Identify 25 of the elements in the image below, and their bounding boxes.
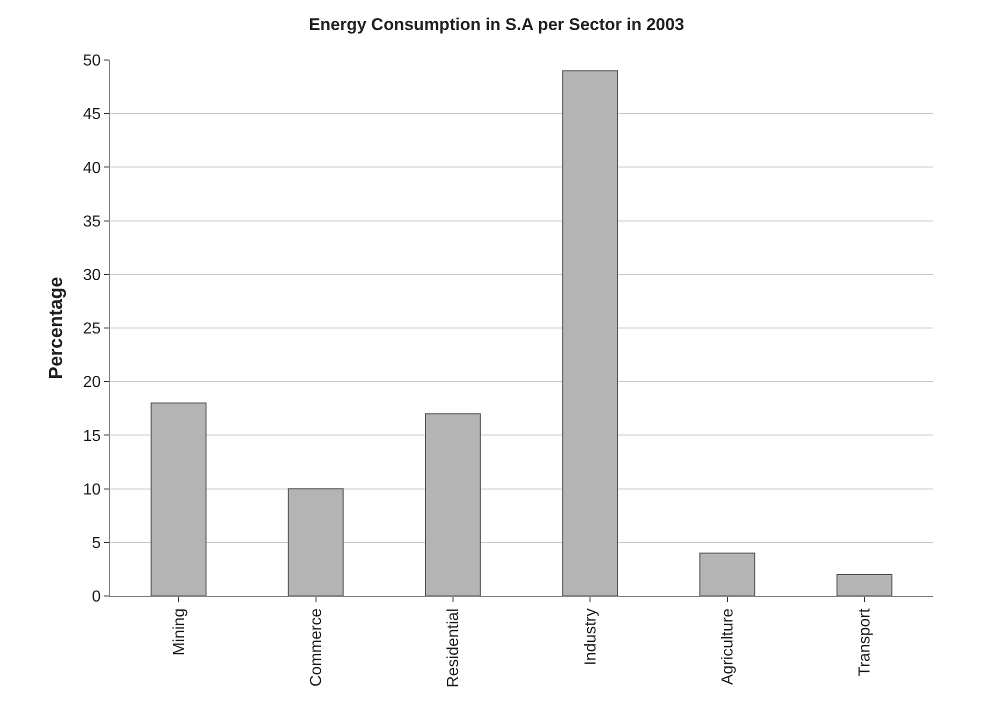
x-tick-label: Commerce — [308, 608, 325, 687]
bar — [699, 552, 756, 596]
y-tick-label: 45 — [83, 106, 101, 124]
y-tick-label: 10 — [83, 481, 101, 498]
y-tick-label: 0 — [92, 588, 101, 606]
y-axis-title: Percentage — [46, 276, 67, 380]
bar — [836, 574, 892, 596]
chart-title: Energy Consumption in S.A per Sector in 2003 — [308, 14, 684, 34]
x-tick-label: Industry — [582, 608, 600, 666]
y-tick-label: 30 — [83, 267, 101, 284]
x-tick-label: Agriculture — [719, 608, 736, 685]
bar — [150, 402, 207, 596]
y-tick-label: 5 — [92, 535, 101, 552]
y-tick-label: 25 — [83, 320, 101, 338]
x-tick-label: Transport — [856, 608, 874, 676]
y-tick-label: 35 — [83, 213, 101, 230]
x-tick-label: Residential — [445, 608, 462, 688]
y-tick-label: 15 — [83, 428, 101, 445]
x-tick-label: Mining — [170, 608, 188, 656]
bar — [288, 488, 344, 596]
y-tick-label: 50 — [83, 52, 101, 70]
y-tick-label: 40 — [83, 160, 101, 177]
bar — [562, 70, 618, 596]
bar — [424, 413, 481, 596]
y-tick-label: 20 — [83, 374, 101, 392]
